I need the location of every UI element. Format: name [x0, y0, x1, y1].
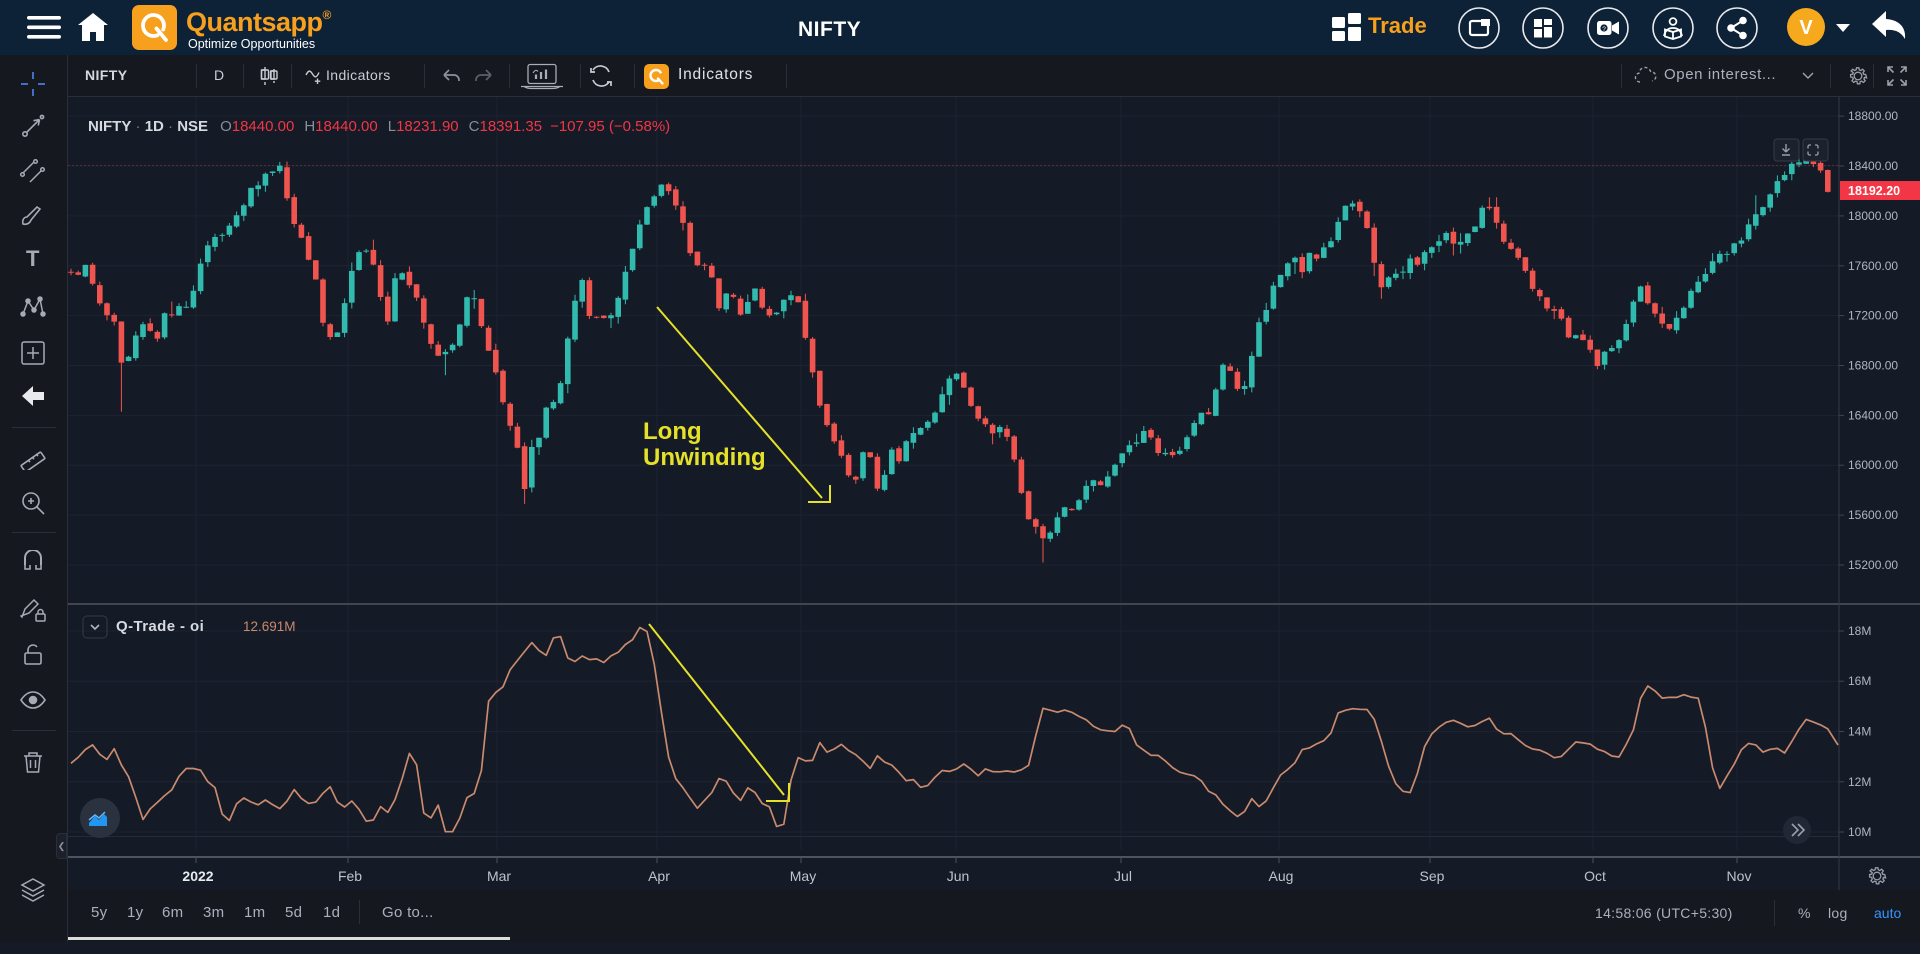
svg-text:Jun: Jun — [947, 868, 970, 884]
svg-text:Jul: Jul — [1114, 868, 1132, 884]
svg-text:12M: 12M — [1848, 775, 1871, 789]
svg-text:16000.00: 16000.00 — [1848, 458, 1898, 472]
svg-text:Aug: Aug — [1269, 868, 1294, 884]
svg-text:18000.00: 18000.00 — [1848, 209, 1898, 223]
svg-text:17600.00: 17600.00 — [1848, 259, 1898, 273]
svg-text:Apr: Apr — [648, 868, 670, 884]
svg-text:10M: 10M — [1848, 825, 1871, 839]
svg-text:Long: Long — [643, 418, 702, 445]
svg-text:18192.20: 18192.20 — [1848, 184, 1900, 198]
svg-text:Q-Trade - oi: Q-Trade - oi — [116, 618, 204, 635]
svg-text:May: May — [790, 868, 816, 884]
svg-text:16800.00: 16800.00 — [1848, 359, 1898, 373]
svg-text:17200.00: 17200.00 — [1848, 309, 1898, 323]
svg-text:15600.00: 15600.00 — [1848, 508, 1898, 522]
svg-text:?: ? — [1602, 26, 1606, 33]
svg-text:16400.00: 16400.00 — [1848, 408, 1898, 422]
svg-text:Nov: Nov — [1727, 868, 1752, 884]
svg-text:Oct: Oct — [1584, 868, 1606, 884]
svg-text:18M: 18M — [1848, 624, 1871, 638]
svg-text:2022: 2022 — [182, 868, 213, 884]
svg-text:Feb: Feb — [338, 868, 362, 884]
svg-text:Sep: Sep — [1420, 868, 1445, 884]
svg-text:18400.00: 18400.00 — [1848, 159, 1898, 173]
svg-text:12.691M: 12.691M — [243, 619, 296, 634]
svg-text:V: V — [1799, 17, 1813, 39]
svg-text:16M: 16M — [1848, 674, 1871, 688]
svg-text:18800.00: 18800.00 — [1848, 109, 1898, 123]
svg-text:14M: 14M — [1848, 725, 1871, 739]
svg-text:Mar: Mar — [487, 868, 511, 884]
svg-text:15200.00: 15200.00 — [1848, 558, 1898, 572]
svg-text:Unwinding: Unwinding — [643, 444, 766, 471]
